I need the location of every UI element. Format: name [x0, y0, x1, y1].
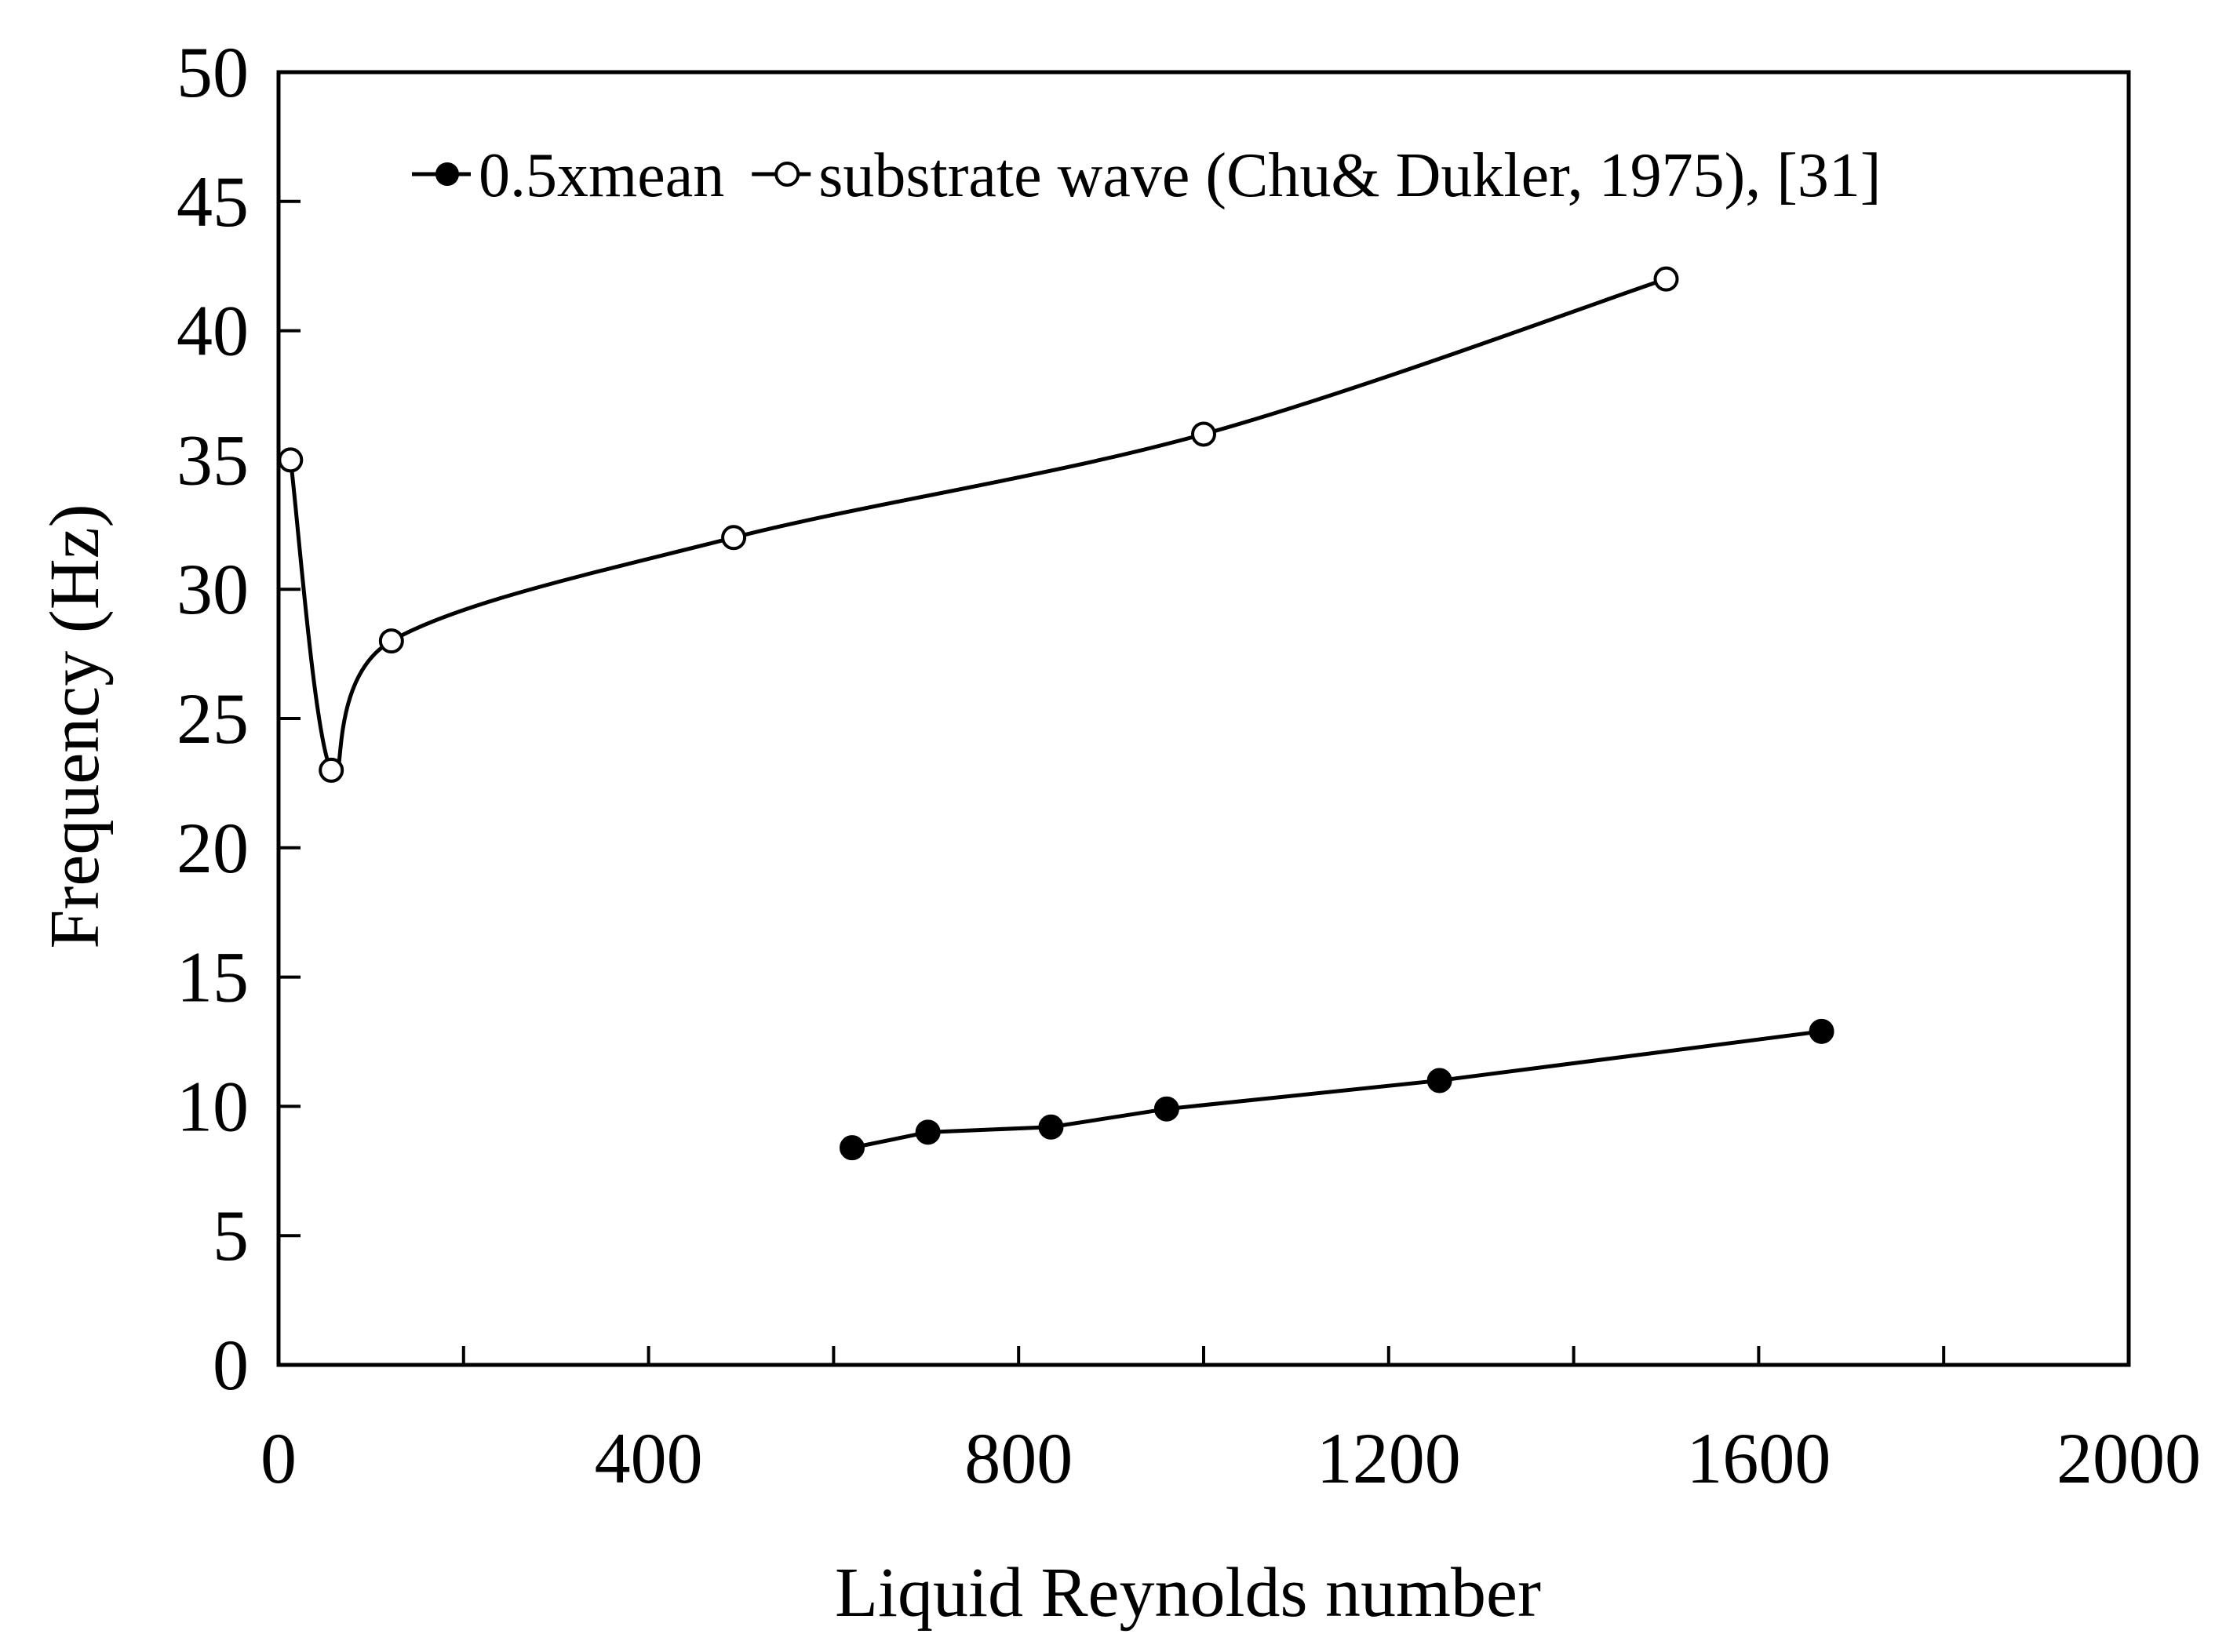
y-tick-label: 45: [177, 162, 249, 242]
y-tick-label: 0: [213, 1325, 249, 1405]
data-point: [319, 757, 344, 783]
y-tick-label: 40: [177, 291, 249, 371]
data-point: [721, 525, 747, 551]
y-tick-label: 20: [177, 808, 249, 888]
y-tick-label: 25: [177, 679, 249, 759]
series-1: [839, 1018, 1834, 1161]
legend-item: 0.5xmean: [412, 141, 724, 210]
y-tick-label: 50: [177, 32, 249, 112]
legend: 0.5xmean substrate wave (Chu& Dukler, 197…: [412, 141, 1882, 210]
legend-label: substrate wave (Chu& Dukler, 1975), [31]: [818, 141, 1881, 210]
series-layer: [278, 266, 1834, 1161]
y-tick-label: 5: [213, 1195, 249, 1275]
x-tick-label: 2000: [2057, 1418, 2201, 1498]
data-point: [1653, 266, 1679, 292]
data-point: [1153, 1096, 1179, 1122]
x-tick-label: 0: [260, 1418, 297, 1498]
data-point: [1191, 421, 1216, 447]
x-axis-title: Liquid Reynolds number: [835, 1554, 1541, 1632]
series-line: [288, 277, 1667, 777]
y-axis-title: Frequency (Hz): [36, 504, 114, 948]
data-point: [839, 1135, 865, 1161]
x-tick-label: 1200: [1317, 1418, 1461, 1498]
data-point: [915, 1119, 941, 1145]
data-point: [378, 628, 404, 654]
legend-marker: [774, 162, 800, 187]
data-point: [1426, 1068, 1452, 1093]
legend-label: 0.5xmean: [479, 141, 724, 210]
x-tick-label: 800: [964, 1418, 1073, 1498]
x-axis: 0 400 800 1200 1600 2000: [260, 1346, 2201, 1498]
legend-marker: [435, 162, 459, 186]
y-tick-label: 30: [177, 549, 249, 629]
y-tick-label: 15: [177, 937, 249, 1017]
data-point: [278, 447, 304, 473]
data-point: [1809, 1018, 1834, 1044]
x-tick-label: 1600: [1686, 1418, 1831, 1498]
y-tick-label: 35: [177, 420, 249, 500]
legend-item: substrate wave (Chu& Dukler, 1975), [31]: [752, 141, 1882, 210]
data-point: [1038, 1114, 1064, 1140]
series-line: [851, 1029, 1822, 1150]
x-tick-label: 400: [595, 1418, 703, 1498]
series-2: [278, 266, 1679, 783]
y-axis: 0 5 10 15 20 25 30 35 40 45 50: [177, 32, 301, 1405]
y-tick-label: 10: [177, 1066, 249, 1146]
